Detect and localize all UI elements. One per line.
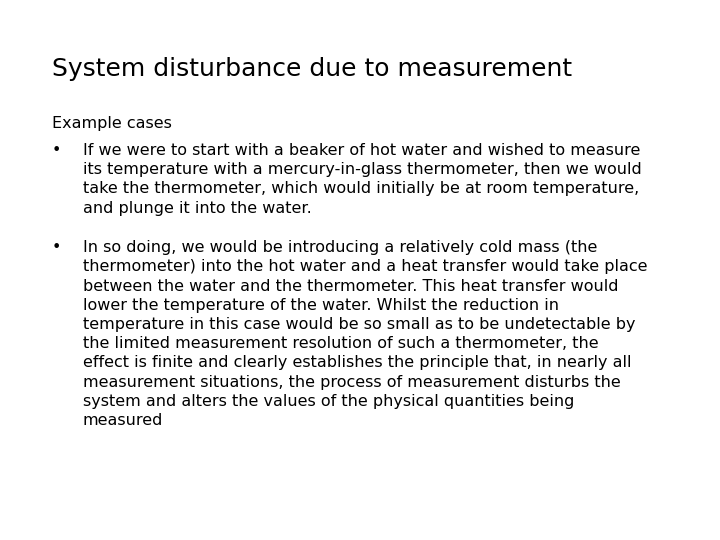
- Text: System disturbance due to measurement: System disturbance due to measurement: [52, 57, 572, 80]
- Text: •: •: [52, 143, 61, 158]
- Text: •: •: [52, 240, 61, 255]
- Text: If we were to start with a beaker of hot water and wished to measure
its tempera: If we were to start with a beaker of hot…: [83, 143, 642, 215]
- Text: Example cases: Example cases: [52, 116, 171, 131]
- Text: In so doing, we would be introducing a relatively cold mass (the
thermometer) in: In so doing, we would be introducing a r…: [83, 240, 647, 428]
